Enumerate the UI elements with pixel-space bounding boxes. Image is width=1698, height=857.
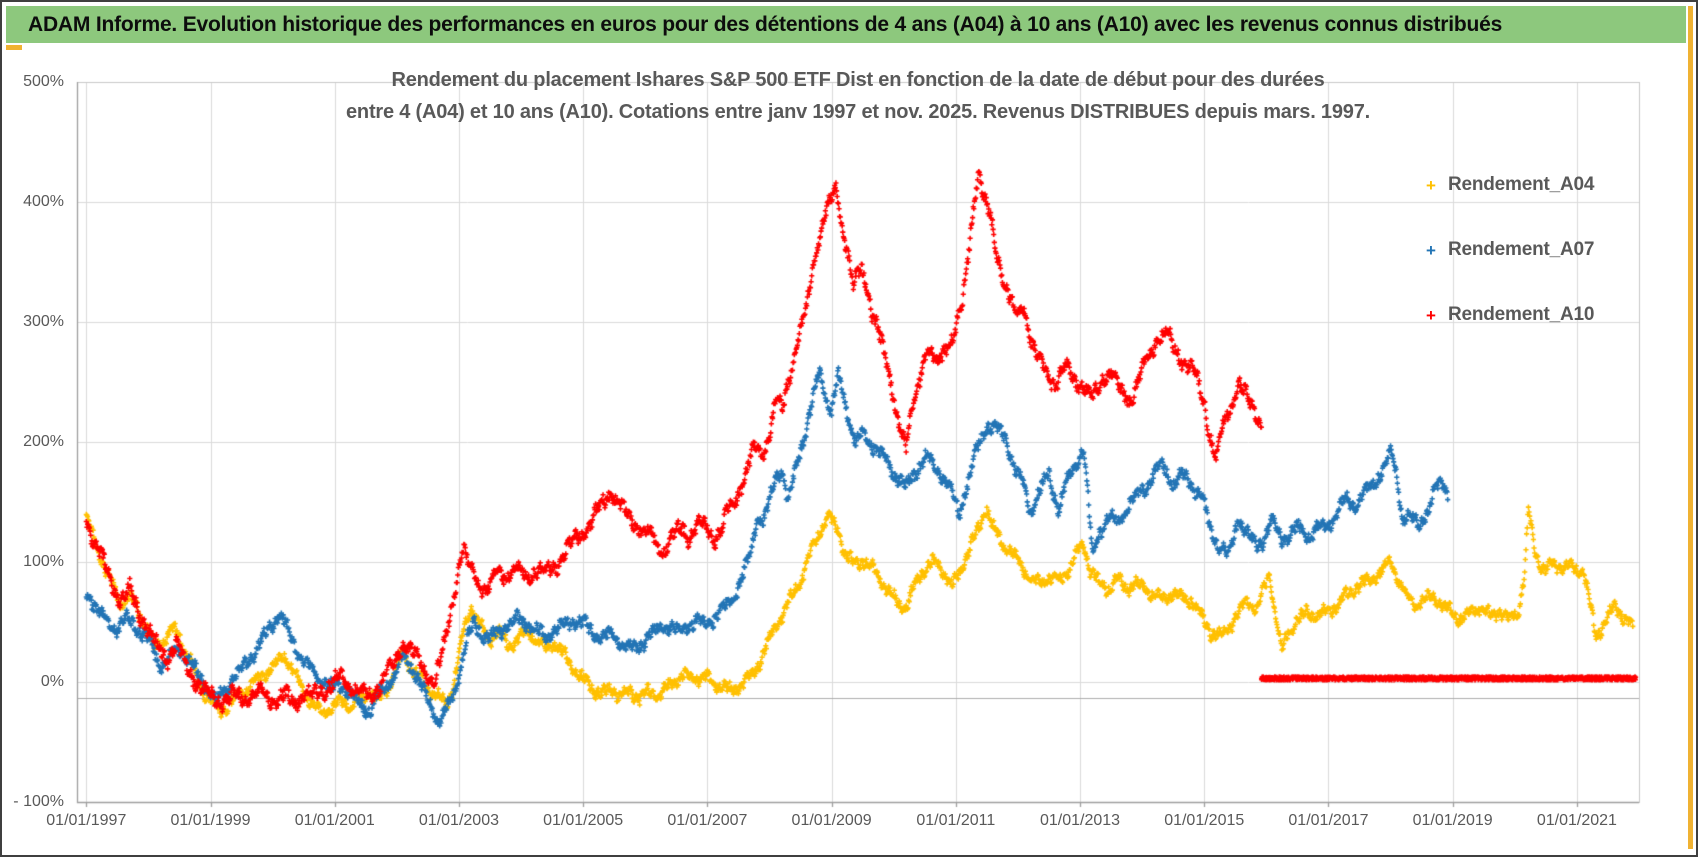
accent-strip-left (6, 45, 22, 50)
legend-label: Rendement_A07 (1447, 239, 1595, 260)
legend-item[interactable]: + Rendement_A04 (1426, 174, 1594, 196)
x-axis-label: 01/01/2017 (1288, 812, 1369, 829)
y-axis-label: - 100% (13, 793, 64, 810)
x-axis-label: 01/01/1997 (46, 812, 127, 829)
page-title: ADAM Informe. Evolution historique des p… (28, 12, 1503, 36)
x-axis-label: 01/01/2005 (543, 812, 624, 829)
legend-label: Rendement_A10 (1447, 304, 1595, 325)
x-axis-label: 01/01/2009 (791, 812, 872, 829)
chart-title: Rendement du placement Ishares S&P 500 E… (77, 64, 1639, 128)
x-axis-label: 01/01/2003 (418, 812, 499, 829)
x-axis-label: 01/01/2015 (1164, 812, 1245, 829)
y-axis-label: 500% (23, 73, 64, 90)
x-axis-label: 01/01/2007 (667, 812, 748, 829)
header-bar: ADAM Informe. Evolution historique des p… (6, 6, 1686, 43)
x-axis-label: 01/01/2013 (1039, 812, 1121, 829)
legend-marker-icon: + (1426, 175, 1436, 195)
chart-title-line1: Rendement du placement Ishares S&P 500 E… (391, 69, 1325, 91)
x-axis-label: 01/01/2019 (1412, 812, 1493, 829)
x-axis-label: 01/01/2001 (294, 812, 375, 829)
y-axis-label: 200% (23, 433, 64, 450)
legend-label: Rendement_A04 (1447, 174, 1595, 195)
chart-area: Rendement du placement Ishares S&P 500 E… (2, 48, 1696, 855)
x-axis-label: 01/01/1999 (170, 812, 251, 829)
legend-marker-icon: + (1426, 305, 1436, 325)
legend-marker-icon: + (1426, 240, 1436, 260)
chart-canvas (2, 48, 1696, 855)
x-axis-label: 01/01/2011 (916, 812, 996, 829)
y-axis-label: 100% (23, 553, 64, 570)
y-axis-label: 300% (23, 313, 64, 330)
x-axis-label: 01/01/2021 (1536, 812, 1617, 829)
chart-title-line2: entre 4 (A04) et 10 ans (A10). Cotations… (346, 101, 1370, 123)
y-axis-label: 0% (40, 673, 64, 690)
legend-item[interactable]: + Rendement_A07 (1426, 239, 1594, 261)
legend-item[interactable]: + Rendement_A10 (1426, 304, 1594, 326)
y-axis-label: 400% (23, 193, 64, 210)
